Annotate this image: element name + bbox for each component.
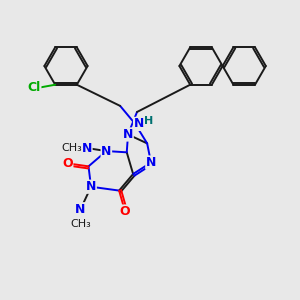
Text: N: N xyxy=(86,180,96,193)
Text: N: N xyxy=(146,156,156,169)
Text: N: N xyxy=(134,117,144,130)
Text: N: N xyxy=(82,142,92,154)
Text: CH₃: CH₃ xyxy=(70,219,91,229)
Text: Cl: Cl xyxy=(28,81,41,94)
Text: O: O xyxy=(62,157,73,170)
Text: N: N xyxy=(75,203,86,216)
Text: H: H xyxy=(144,116,153,126)
Text: CH₃: CH₃ xyxy=(61,143,82,153)
Text: N: N xyxy=(123,128,133,141)
Text: N: N xyxy=(101,145,112,158)
Text: O: O xyxy=(120,205,130,218)
